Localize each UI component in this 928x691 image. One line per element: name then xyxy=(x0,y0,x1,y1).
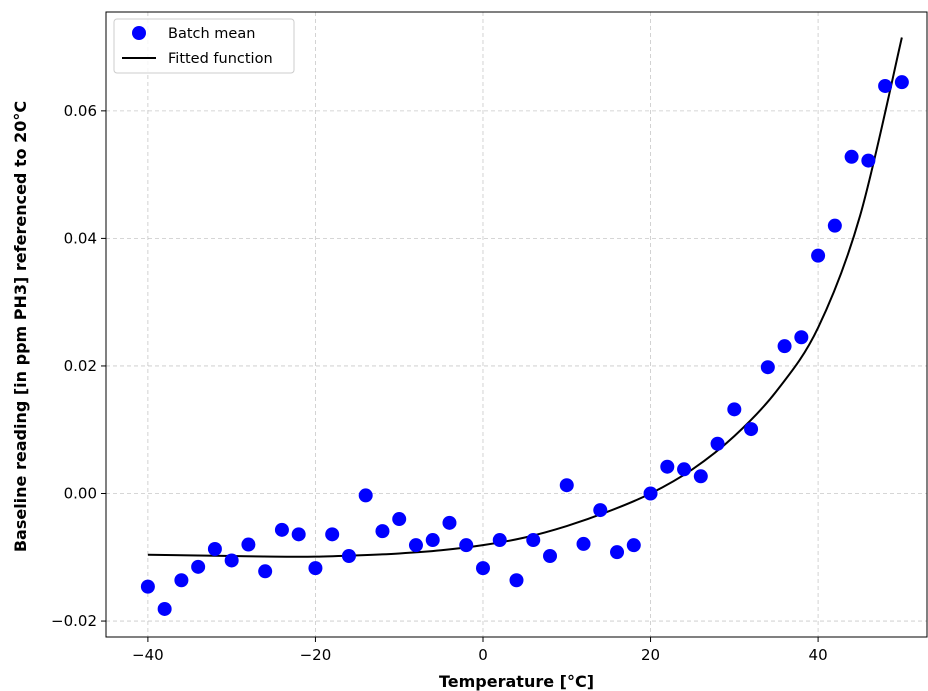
x-tick-label: −40 xyxy=(132,646,164,664)
x-tick-label: 40 xyxy=(809,646,828,664)
batch-mean-point xyxy=(811,248,826,263)
batch-mean-point xyxy=(459,538,474,553)
legend-label-fitted-function: Fitted function xyxy=(168,51,273,67)
batch-mean-point xyxy=(861,153,876,168)
x-ticks: −40 −20 0 20 40 xyxy=(132,637,828,664)
x-tick-label: 20 xyxy=(641,646,660,664)
batch-mean-point xyxy=(325,527,340,542)
batch-mean-point xyxy=(157,601,172,616)
batch-mean-point xyxy=(643,486,658,501)
batch-mean-point xyxy=(677,462,692,477)
y-tick-label: 0.04 xyxy=(64,229,97,247)
batch-mean-point xyxy=(526,533,541,548)
legend-marker-batch-mean xyxy=(132,26,146,40)
legend-box xyxy=(113,18,295,74)
legend: Batch mean Fitted function xyxy=(113,18,295,74)
batch-mean-point xyxy=(509,573,524,588)
batch-mean-point xyxy=(693,469,708,484)
y-tick-label: −0.02 xyxy=(51,612,97,630)
fitted-line-layer xyxy=(147,37,903,558)
batch-mean-point xyxy=(408,538,423,553)
y-tick-label: 0.00 xyxy=(64,485,97,503)
grid xyxy=(106,12,927,637)
batch-mean-point xyxy=(710,436,725,451)
batch-mean-point xyxy=(375,524,390,539)
x-axis-label: Temperature [°C] xyxy=(439,672,594,691)
y-tick-label: 0.06 xyxy=(64,102,97,120)
batch-mean-point xyxy=(492,533,507,548)
batch-mean-point xyxy=(660,459,675,474)
batch-mean-point xyxy=(274,522,289,537)
batch-mean-point xyxy=(475,561,490,576)
batch-mean-point xyxy=(224,553,239,568)
batch-mean-point xyxy=(559,478,574,493)
batch-mean-point xyxy=(727,402,742,417)
batch-mean-point xyxy=(392,512,407,527)
batch-mean-point xyxy=(626,538,641,553)
legend-label-batch-mean: Batch mean xyxy=(168,26,255,42)
y-tick-label: 0.02 xyxy=(64,357,97,375)
batch-mean-point xyxy=(425,533,440,548)
batch-mean-point xyxy=(140,579,155,594)
batch-mean-point xyxy=(442,515,457,530)
batch-mean-point xyxy=(191,559,206,574)
batch-mean-point xyxy=(341,549,356,564)
y-ticks: −0.02 0.00 0.02 0.04 0.06 xyxy=(51,102,106,630)
batch-mean-point xyxy=(207,541,222,556)
data-points-layer xyxy=(140,75,909,616)
y-axis-label: Baseline reading [in ppm PH3] referenced… xyxy=(11,101,30,552)
batch-mean-point xyxy=(593,503,608,518)
batch-mean-point xyxy=(760,360,775,375)
x-tick-label: −20 xyxy=(300,646,332,664)
batch-mean-point xyxy=(744,422,759,437)
batch-mean-point xyxy=(610,545,625,560)
batch-mean-point xyxy=(844,149,859,164)
batch-mean-point xyxy=(543,549,558,564)
batch-mean-point xyxy=(174,573,189,588)
plot-frame xyxy=(105,11,928,638)
batch-mean-point xyxy=(794,330,809,345)
batch-mean-point xyxy=(308,561,323,576)
batch-mean-point xyxy=(291,527,306,542)
batch-mean-point xyxy=(894,75,909,90)
batch-mean-point xyxy=(241,537,256,552)
batch-mean-point xyxy=(777,339,792,354)
batch-mean-point xyxy=(358,488,373,503)
batch-mean-point xyxy=(576,536,591,551)
batch-mean-point xyxy=(827,218,842,233)
batch-mean-point xyxy=(258,564,273,579)
x-tick-label: 0 xyxy=(478,646,488,664)
fitted-function-line xyxy=(147,37,903,558)
batch-mean-point xyxy=(878,78,893,93)
